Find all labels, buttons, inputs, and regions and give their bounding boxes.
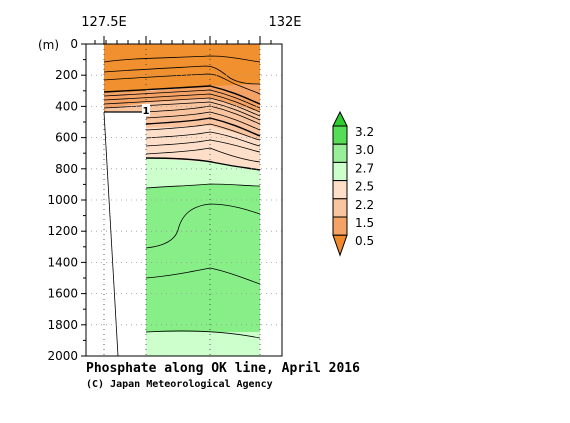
- contour-label-bg: [142, 104, 150, 116]
- colorbar-label: 0.5: [355, 234, 374, 248]
- contour-lines: [103, 55, 261, 339]
- credit-line: (C) Japan Meteorological Agency: [86, 378, 273, 390]
- depth-tick-label: 400: [55, 99, 78, 113]
- chart-title: Phosphate along OK line, April 2016: [86, 361, 360, 376]
- depth-axis: 0 200 400 600 800 1000 1200 1400 1600 1800 2000: [47, 37, 86, 363]
- colorbar-bin: [332, 161, 348, 182]
- longitude-tick-label: 127.5E: [81, 15, 126, 30]
- colorbar-label: 2.7: [355, 161, 374, 175]
- longitude-axis: 127.5E 132E: [81, 15, 302, 44]
- depth-tick-label: 1600: [47, 287, 78, 301]
- surface-orange-layer: [104, 44, 260, 92]
- no-data-region: [104, 112, 146, 356]
- colorbar-label: 2.5: [355, 180, 374, 194]
- section-fill: [103, 44, 261, 356]
- colorbar-bin: [332, 125, 348, 145]
- colorbar-label: 3.0: [355, 143, 374, 157]
- colorbar-bin: [332, 198, 348, 218]
- mid-green-layer: [146, 184, 260, 332]
- seafloor-line: [103, 111, 119, 356]
- colorbar-bottom-arrow: [332, 234, 348, 257]
- depth-tick-label: 0: [70, 37, 78, 51]
- contour-label: 1: [143, 106, 150, 117]
- colorbar-label: 1.5: [355, 216, 374, 230]
- deep-pale-green-layer: [146, 332, 260, 356]
- longitude-tick-label: 132E: [268, 15, 301, 30]
- colorbar: 3.2 3.0 2.7 2.5 2.2 1.5 0.5: [332, 110, 374, 257]
- colorbar-bin: [332, 216, 348, 236]
- depth-tick-label: 1400: [47, 255, 78, 269]
- depth-tick-label: 1200: [47, 224, 78, 238]
- depth-tick-label: 2000: [47, 349, 78, 363]
- depth-unit-label: (m): [38, 38, 59, 52]
- depth-tick-label: 600: [55, 131, 78, 145]
- colorbar-bin: [332, 180, 348, 200]
- depth-tick-label: 800: [55, 162, 78, 176]
- depth-tick-label: 1000: [47, 193, 78, 207]
- colorbar-top-arrow: [332, 110, 348, 127]
- colorbar-bin: [332, 143, 348, 163]
- depth-tick-label: 1800: [47, 318, 78, 332]
- colorbar-label: 2.2: [355, 198, 374, 212]
- colorbar-label: 3.2: [355, 125, 374, 139]
- mid-orange-layer: [104, 84, 260, 112]
- depth-tick-label: 200: [55, 68, 78, 82]
